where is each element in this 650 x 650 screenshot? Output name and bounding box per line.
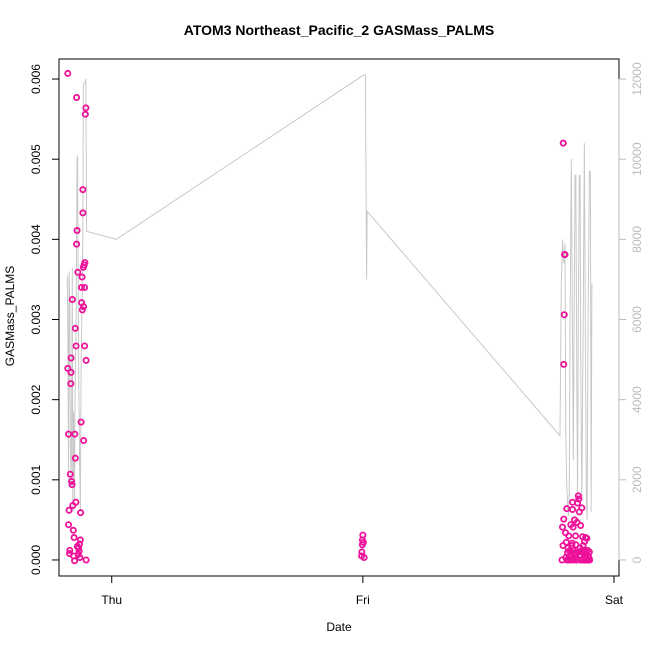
data-point: [71, 454, 79, 462]
data-point: [572, 532, 580, 540]
data-point: [76, 536, 84, 544]
data-point: [76, 540, 84, 548]
data-point: [560, 311, 568, 319]
data-point: [65, 521, 73, 529]
x-axis-label: Date: [326, 620, 352, 634]
data-point: [71, 557, 79, 565]
data-point: [569, 505, 577, 513]
data-point: [80, 437, 88, 445]
chart-title: ATOM3 Northeast_Pacific_2 GASMass_PALMS: [184, 22, 494, 38]
data-point: [69, 526, 77, 534]
y2-tick-label: 0: [630, 556, 644, 563]
y-tick-label: 0.004: [29, 224, 43, 254]
data-point: [65, 506, 73, 514]
data-point: [67, 368, 75, 376]
data-point: [583, 534, 591, 542]
data-point: [577, 556, 585, 564]
data-point: [577, 522, 585, 530]
data-point: [77, 509, 85, 517]
y-tick-label: 0.006: [29, 64, 43, 94]
data-point: [75, 547, 83, 555]
y-tick-label: 0.001: [29, 464, 43, 494]
data-point: [80, 303, 88, 311]
right-axis-series-line-layer: [66, 74, 593, 520]
data-point: [559, 139, 567, 147]
data-point: [560, 360, 568, 368]
data-point: [575, 495, 583, 503]
data-point: [81, 259, 89, 267]
data-point: [66, 546, 74, 554]
y2-tick-label: 2000: [630, 466, 644, 493]
data-point: [71, 430, 79, 438]
data-point: [569, 523, 577, 531]
data-point: [572, 541, 580, 549]
data-point: [358, 548, 366, 556]
data-point: [561, 251, 569, 259]
x-tick-label: Thu: [101, 593, 122, 607]
data-point: [64, 69, 72, 77]
data-point: [81, 110, 89, 118]
data-point: [67, 354, 75, 362]
x-tick-label: Sat: [605, 593, 624, 607]
data-point: [82, 356, 90, 364]
y-tick-label: 0.005: [29, 144, 43, 174]
series-line: [66, 74, 593, 520]
data-point: [82, 556, 90, 564]
y2-tick-label: 6000: [630, 306, 644, 333]
data-point: [76, 554, 84, 562]
data-point: [72, 498, 80, 506]
data-point: [64, 364, 72, 372]
x-tick-label: Fri: [356, 593, 370, 607]
data-point: [68, 295, 76, 303]
data-point: [574, 492, 582, 500]
data-point: [585, 548, 593, 556]
data-point: [565, 532, 573, 540]
data-point: [74, 268, 82, 276]
y2-tick-label: 12000: [630, 62, 644, 96]
data-point: [79, 186, 87, 194]
data-point: [65, 430, 73, 438]
data-point: [81, 283, 89, 291]
data-point: [66, 470, 74, 478]
data-point: [73, 240, 81, 248]
data-point: [79, 209, 87, 217]
data-point: [68, 481, 76, 489]
axes-layer: 0.000 0.001 0.002 0.003 0.004 0.005 0.006 0 2000…: [29, 62, 644, 607]
data-point: [67, 380, 75, 388]
data-point: [578, 504, 586, 512]
data-point: [73, 93, 81, 101]
data-point: [70, 534, 78, 542]
data-point: [71, 324, 79, 332]
data-point: [78, 283, 86, 291]
data-point: [82, 104, 90, 112]
y-tick-label: 0.002: [29, 384, 43, 414]
data-point: [73, 227, 81, 235]
data-point: [560, 515, 568, 523]
y-tick-label: 0.000: [29, 545, 43, 575]
y2-tick-label: 8000: [630, 226, 644, 253]
data-point: [75, 544, 83, 552]
data-point: [359, 531, 367, 539]
y2-tick-label: 4000: [630, 386, 644, 413]
y-axis-label: GASMass_PALMS: [3, 266, 17, 366]
data-point: [72, 342, 80, 350]
data-point: [360, 554, 368, 562]
y-tick-label: 0.003: [29, 304, 43, 334]
data-point: [68, 477, 76, 485]
data-point: [81, 342, 89, 350]
data-point: [359, 538, 367, 546]
y2-tick-label: 10000: [630, 142, 644, 176]
data-point: [78, 273, 86, 281]
data-points-layer: [64, 69, 594, 565]
data-point: [77, 418, 85, 426]
data-point: [586, 556, 594, 564]
data-point: [559, 523, 567, 531]
